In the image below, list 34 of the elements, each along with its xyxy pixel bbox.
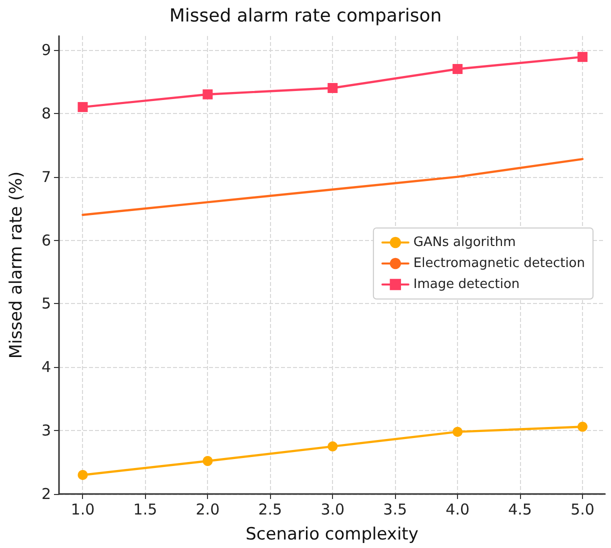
point [78, 102, 88, 112]
y-tick-label: 4 [41, 358, 51, 376]
y-tick-label: 7 [41, 168, 51, 186]
point [578, 422, 588, 432]
y-axis-title: Missed alarm rate (%) [6, 171, 26, 359]
x-tick-label: 4.5 [508, 500, 532, 518]
legend-label: Image detection [413, 277, 520, 292]
x-tick-label: 2.0 [196, 500, 220, 518]
point [578, 52, 588, 62]
y-tick-label: 8 [41, 104, 51, 122]
y-tick-label: 6 [41, 231, 51, 250]
x-tick-label: 5.0 [570, 500, 594, 518]
legend-label: Electromagnetic detection [413, 256, 586, 271]
y-tick-label: 3 [41, 422, 51, 440]
point [452, 64, 463, 74]
x-tick-label: 3.5 [383, 500, 408, 518]
point [202, 89, 213, 100]
x-axis-title: Scenario complexity [246, 524, 418, 544]
legend-label: GANs algorithm [413, 235, 516, 250]
point [328, 441, 338, 452]
point [328, 83, 338, 94]
y-tick-label: 9 [41, 40, 51, 59]
x-tick-label: 3.0 [320, 500, 345, 518]
x-tick-label: 2.5 [258, 500, 282, 518]
y-tick-label: 2 [41, 485, 51, 503]
x-tick-label: 4.0 [446, 500, 470, 518]
point [202, 456, 213, 466]
x-tick-label: 1.0 [70, 500, 95, 518]
chart-title: Missed alarm rate comparison [169, 6, 442, 26]
x-tick-label: 1.5 [133, 500, 158, 518]
point [452, 426, 463, 437]
point [78, 470, 88, 480]
y-tick-label: 5 [41, 294, 51, 313]
line-series [82, 158, 584, 216]
